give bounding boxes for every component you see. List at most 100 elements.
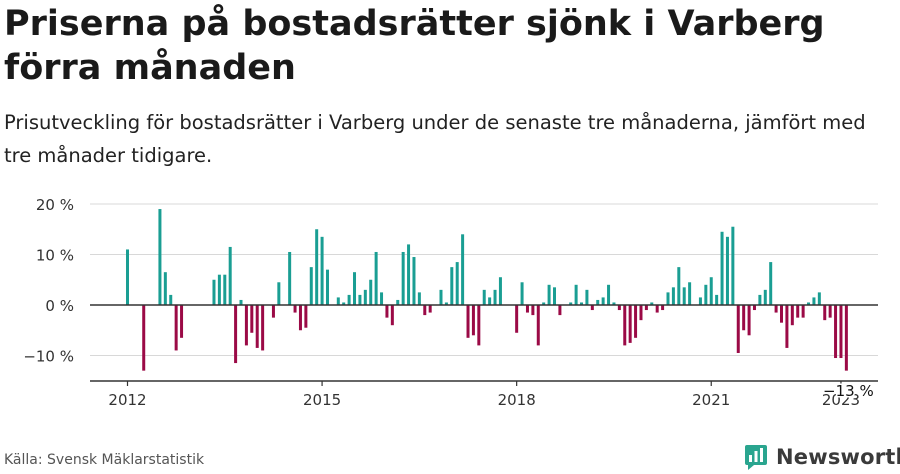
bar xyxy=(655,305,659,313)
bar xyxy=(309,267,313,306)
bar xyxy=(752,305,756,311)
bar xyxy=(180,305,184,338)
bar xyxy=(769,262,773,305)
x-tick-label: 2012 xyxy=(108,391,146,409)
x-tick-label: 2023 xyxy=(822,391,860,409)
bar xyxy=(358,294,362,305)
bar xyxy=(634,305,638,338)
bar xyxy=(677,267,681,306)
bar xyxy=(390,305,394,326)
bar xyxy=(590,305,594,311)
bar xyxy=(174,305,178,351)
bar xyxy=(596,299,600,305)
bar xyxy=(774,305,778,313)
bar xyxy=(304,305,308,328)
bar xyxy=(547,284,551,305)
bar xyxy=(223,274,227,305)
bar xyxy=(158,209,162,305)
bar xyxy=(569,302,573,305)
bar xyxy=(293,305,297,313)
bar xyxy=(698,297,702,305)
bar xyxy=(239,299,243,305)
bar xyxy=(725,236,729,305)
bar xyxy=(342,302,346,305)
bar xyxy=(612,302,616,305)
bar xyxy=(493,289,497,305)
bar xyxy=(417,292,421,306)
bar xyxy=(498,277,502,305)
y-tick-label: −10 % xyxy=(23,348,74,366)
bar xyxy=(834,305,838,359)
bar xyxy=(126,249,129,305)
bar xyxy=(525,305,529,313)
bar xyxy=(731,226,735,305)
bar xyxy=(763,289,767,305)
bar xyxy=(320,236,324,305)
bar xyxy=(271,305,275,318)
bar xyxy=(704,284,708,305)
bar xyxy=(558,305,562,316)
bar xyxy=(844,305,848,371)
bar xyxy=(347,294,351,305)
bar xyxy=(163,272,167,305)
newsworthy-logo-icon xyxy=(745,445,767,470)
bar xyxy=(520,282,524,305)
bar-chart: 20 % 10 % 0 % −10 % 2012 2015 2018 2021 2023−13 … xyxy=(23,196,878,409)
x-tick-label: 2018 xyxy=(498,391,536,409)
y-tick-label: 0 % xyxy=(45,297,74,315)
bar xyxy=(807,302,811,305)
bar xyxy=(747,305,751,336)
bar xyxy=(288,251,292,305)
bar xyxy=(298,305,302,331)
page-title: Priserna på bostadsrätter sjönk i Varber… xyxy=(4,4,825,88)
bar xyxy=(482,289,486,305)
last-value-label: −13 % xyxy=(823,382,874,400)
bar xyxy=(796,305,800,318)
bar xyxy=(617,305,621,311)
bar xyxy=(255,305,259,348)
bar xyxy=(666,292,670,306)
bar xyxy=(217,274,221,305)
bar xyxy=(607,284,611,305)
bar xyxy=(682,287,686,306)
bar xyxy=(531,305,535,316)
bar xyxy=(801,305,805,318)
bar xyxy=(823,305,827,321)
bar xyxy=(439,289,443,305)
bar xyxy=(461,234,465,305)
bar xyxy=(212,279,216,305)
bar xyxy=(250,305,254,333)
bar xyxy=(369,279,373,305)
bar xyxy=(412,257,416,306)
bar xyxy=(515,305,519,333)
bar xyxy=(785,305,789,348)
bar xyxy=(363,289,367,305)
bar xyxy=(553,287,556,306)
bar xyxy=(380,292,384,306)
y-tick-label: 10 % xyxy=(36,247,74,265)
bar xyxy=(542,302,546,305)
bar xyxy=(466,305,470,338)
bar xyxy=(142,305,146,371)
bar xyxy=(623,305,627,346)
bar xyxy=(234,305,238,364)
bar xyxy=(661,305,665,311)
bar xyxy=(455,262,459,305)
bar xyxy=(644,305,648,311)
bar xyxy=(601,297,605,305)
brand-name: Newsworthy xyxy=(776,445,900,469)
bar xyxy=(709,277,713,305)
bar xyxy=(315,229,319,305)
bar xyxy=(828,305,832,318)
bar xyxy=(407,244,411,305)
bar xyxy=(671,287,675,306)
bar xyxy=(790,305,794,326)
bar xyxy=(353,272,357,305)
bar xyxy=(423,305,427,316)
bar xyxy=(574,284,578,305)
bar xyxy=(688,282,692,305)
x-tick-label: 2015 xyxy=(303,391,341,409)
bar xyxy=(536,305,540,346)
bar xyxy=(396,299,400,305)
bar xyxy=(477,305,481,346)
